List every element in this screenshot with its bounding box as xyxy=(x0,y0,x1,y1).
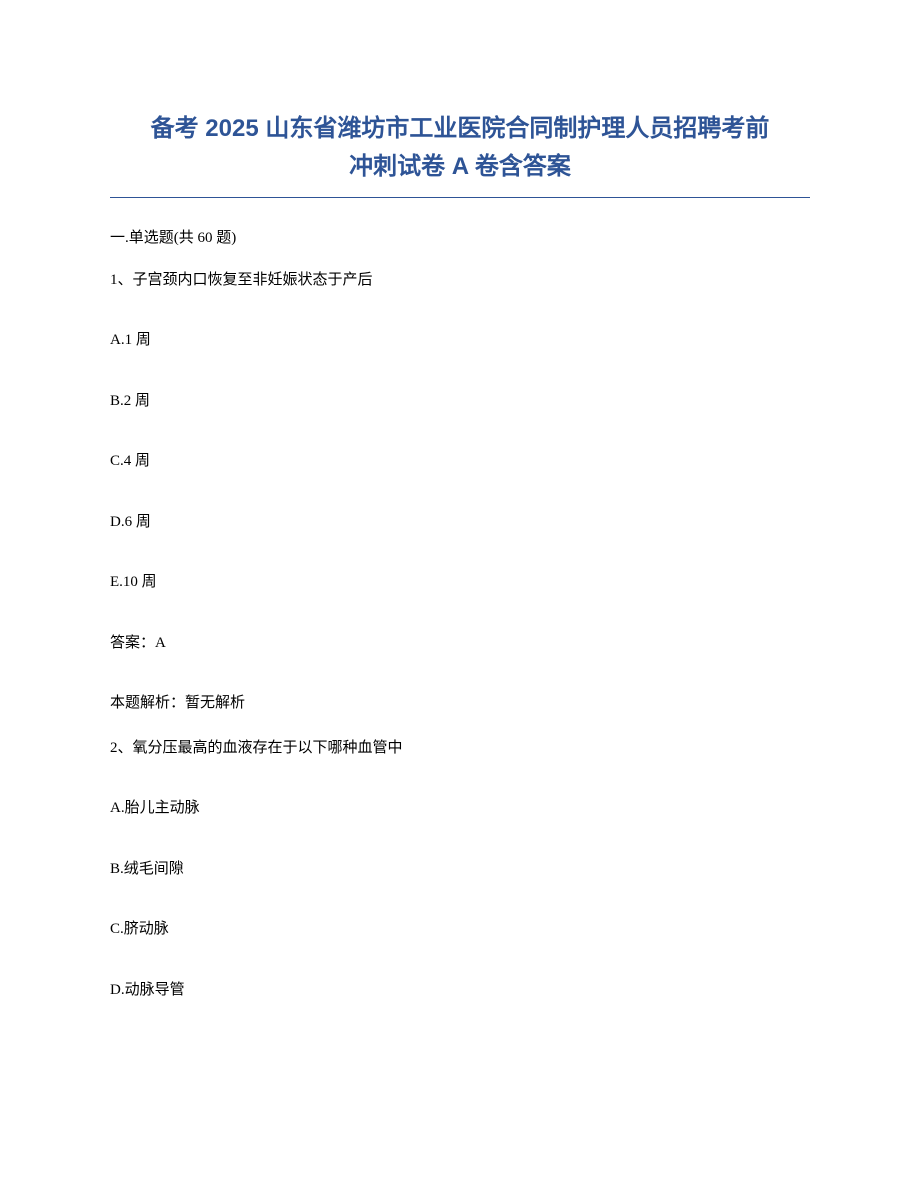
question-1-number: 1、 xyxy=(110,272,133,288)
section-header: 一.单选题(共 60 题) xyxy=(110,226,810,247)
question-2-number: 2、 xyxy=(110,740,133,756)
question-2-body: 氧分压最高的血液存在于以下哪种血管中 xyxy=(133,740,403,756)
question-1-option-b: B.2 周 xyxy=(110,390,810,413)
question-1-text: 1、子宫颈内口恢复至非妊娠状态于产后 xyxy=(110,269,810,292)
question-1-option-a: A.1 周 xyxy=(110,329,810,352)
question-2-option-c: C.脐动脉 xyxy=(110,918,810,941)
title-underline xyxy=(110,197,810,198)
question-1-explanation: 本题解析：暂无解析 xyxy=(110,692,810,715)
question-2-option-a: A.胎儿主动脉 xyxy=(110,797,810,820)
document-title-block: 备考 2025 山东省潍坊市工业医院合同制护理人员招聘考前 冲刺试卷 A 卷含答… xyxy=(110,110,810,187)
question-2-text: 2、氧分压最高的血液存在于以下哪种血管中 xyxy=(110,737,810,760)
question-1-option-d: D.6 周 xyxy=(110,511,810,534)
question-2-option-d: D.动脉导管 xyxy=(110,979,810,1002)
question-1-option-e: E.10 周 xyxy=(110,571,810,594)
question-1-answer: 答案：A xyxy=(110,632,810,655)
title-line-1: 备考 2025 山东省潍坊市工业医院合同制护理人员招聘考前 xyxy=(110,110,810,148)
question-1-body: 子宫颈内口恢复至非妊娠状态于产后 xyxy=(133,272,373,288)
question-2-option-b: B.绒毛间隙 xyxy=(110,858,810,881)
question-1-option-c: C.4 周 xyxy=(110,450,810,473)
title-line-2: 冲刺试卷 A 卷含答案 xyxy=(110,148,810,186)
